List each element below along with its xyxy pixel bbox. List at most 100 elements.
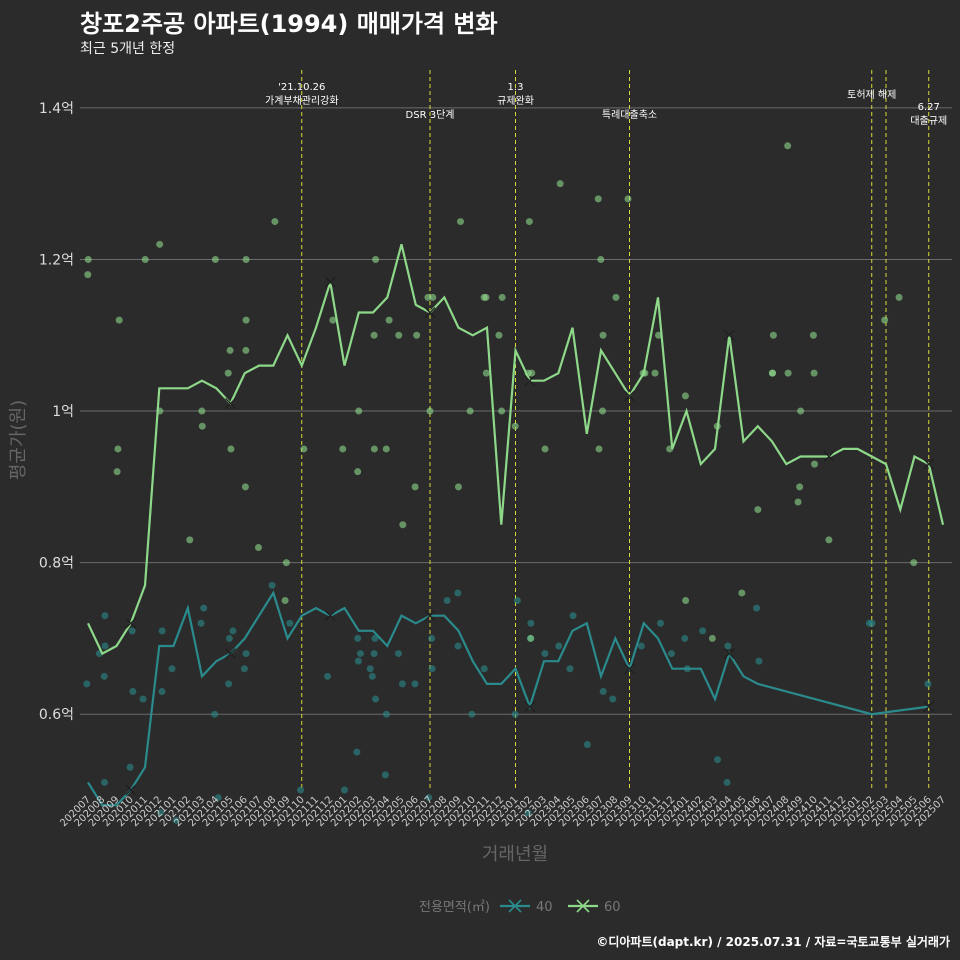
scatter-point — [242, 316, 250, 324]
scatter-point — [424, 293, 432, 301]
x-axis-title: 거래년월 — [482, 844, 548, 865]
scatter-point — [356, 650, 364, 658]
scatter-point — [699, 627, 707, 635]
scatter-point — [211, 255, 219, 263]
scatter-point — [454, 642, 462, 650]
event-label: 6.27 대출규제 — [910, 102, 947, 127]
scatter-point — [498, 293, 506, 301]
scatter-point — [381, 771, 389, 779]
y-axis-ticks: 0.6억 0.8억 1억 1.2억 1.4억 — [39, 101, 74, 723]
scatter-point — [101, 778, 109, 786]
scatter-point — [637, 642, 645, 650]
scatter-point — [511, 422, 519, 430]
scatter-point — [353, 748, 361, 756]
scatter-point — [113, 468, 121, 476]
scatter-point — [681, 634, 689, 642]
scatter-point — [382, 710, 390, 718]
scatter-point — [168, 665, 176, 673]
scatter-point — [198, 422, 206, 430]
scatter-point — [527, 634, 535, 642]
scatter-point — [468, 710, 476, 718]
scatter-point — [541, 650, 549, 658]
cross-marker — [923, 458, 935, 470]
cross-marker — [324, 610, 336, 622]
scatter-point — [597, 255, 605, 263]
y-tick-label: 1억 — [52, 404, 74, 420]
scatter-point — [910, 559, 918, 567]
scatter-point — [370, 650, 378, 658]
scatter-point — [241, 483, 249, 491]
scatter-point — [682, 597, 690, 605]
scatter-point — [595, 445, 603, 453]
scatter-point — [240, 665, 248, 673]
scatter-point — [566, 665, 574, 673]
scatter-point — [254, 543, 262, 551]
cross-marker — [723, 329, 735, 341]
scatter-point — [156, 240, 164, 248]
scatter-point — [714, 756, 722, 764]
series-lines — [87, 244, 945, 807]
scatter-point — [225, 634, 233, 642]
event-lines — [301, 70, 930, 790]
scatter-point — [794, 498, 802, 506]
scatter-point — [681, 392, 689, 400]
scatter-point — [556, 180, 564, 188]
scatter-point — [924, 680, 932, 688]
cross-marker — [524, 701, 536, 713]
scatter-point — [371, 634, 379, 642]
y-tick-label: 0.8억 — [39, 556, 74, 572]
scatter-point — [242, 346, 250, 354]
scatter-point — [268, 581, 276, 589]
scatter-point — [454, 589, 462, 597]
scatter-point — [796, 483, 804, 491]
cross-marker — [424, 610, 436, 622]
scatter-point — [825, 536, 833, 544]
legend-label: 60 — [604, 900, 621, 915]
scatter-point — [527, 619, 535, 627]
scatter-point — [372, 695, 380, 703]
chart-subtitle: 최근 5개년 한정 — [80, 41, 176, 57]
scatter-point — [354, 634, 362, 642]
scatter-point — [624, 195, 632, 203]
scatter-point — [226, 346, 234, 354]
scatter-point — [158, 687, 166, 695]
scatter-point — [428, 634, 436, 642]
scatter-point — [172, 816, 180, 824]
scatter-point — [271, 218, 279, 226]
scatter-point — [281, 597, 289, 605]
scatter-point — [594, 195, 602, 203]
scatter-point — [413, 331, 421, 339]
scatter-point — [411, 680, 419, 688]
scatter-point — [101, 642, 109, 650]
cross-marker — [125, 784, 137, 796]
cross-marker — [225, 398, 236, 409]
scatter-point — [599, 687, 607, 695]
scatter-point — [242, 650, 250, 658]
y-tick-label: 1.2억 — [39, 252, 74, 268]
scatter-point — [784, 142, 792, 150]
chart-title: 창포2주공 아파트(1994) 매매가격 변화 — [80, 10, 498, 38]
scatter-point — [114, 445, 122, 453]
scatter-point — [708, 634, 716, 642]
scatter-point — [372, 255, 380, 263]
scatter-point — [524, 809, 532, 817]
legend: 전용면적(㎡) 40 60 — [419, 899, 621, 915]
scatter-point — [480, 665, 488, 673]
legend-title: 전용면적(㎡) — [419, 900, 490, 915]
scatter-point — [443, 597, 451, 605]
scatter-point — [811, 460, 819, 468]
scatter-point — [341, 786, 349, 794]
cross-marker — [723, 648, 735, 660]
scatter-point — [354, 468, 362, 476]
scatter-point — [723, 778, 731, 786]
scatter-point — [555, 642, 563, 650]
scatter-point — [300, 445, 308, 453]
scatter-point — [368, 672, 376, 680]
scatter-point — [211, 710, 219, 718]
scatter-point — [525, 218, 533, 226]
x-axis-ticks: 2020072020082020092020102020112020122021… — [58, 794, 948, 829]
event-label: '21.10.26 가계부채관리강화 — [265, 82, 339, 107]
cross-marker — [225, 648, 236, 660]
event-label: 토허제 해제 — [847, 88, 896, 101]
